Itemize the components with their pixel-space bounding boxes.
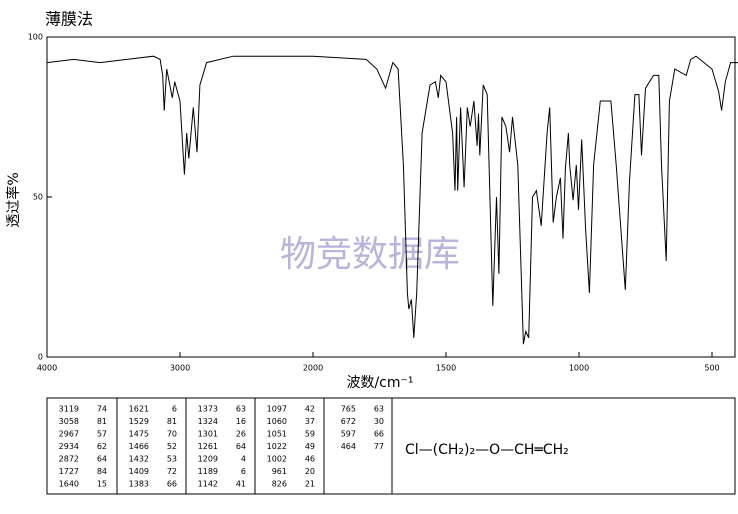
peak-wavenumber: 1383 — [129, 480, 149, 489]
peak-wavenumber: 1301 — [198, 430, 218, 439]
peak-transmittance: 74 — [97, 405, 107, 414]
peak-wavenumber: 1466 — [129, 442, 149, 451]
peak-transmittance: 72 — [167, 467, 177, 476]
peak-transmittance: 63 — [236, 405, 246, 414]
spectrum-line — [46, 55, 738, 345]
peak-transmittance: 37 — [305, 417, 315, 426]
peak-transmittance: 66 — [374, 430, 384, 439]
x-tick-label: 3000 — [170, 364, 190, 373]
peak-wavenumber: 2967 — [59, 430, 79, 439]
peak-wavenumber: 1209 — [198, 455, 218, 464]
peak-wavenumber: 1475 — [129, 430, 149, 439]
peak-wavenumber: 1621 — [129, 405, 149, 414]
peak-wavenumber: 2872 — [59, 455, 79, 464]
x-tick-label: 4000 — [37, 364, 57, 373]
structure: Cl—(CH₂)₂—O—CH═CH₂ — [405, 442, 569, 458]
peak-transmittance: 49 — [305, 442, 315, 451]
peak-wavenumber: 1409 — [129, 467, 149, 476]
peak-transmittance: 6 — [172, 405, 177, 414]
peak-wavenumber: 1189 — [198, 467, 218, 476]
peak-wavenumber: 672 — [341, 417, 356, 426]
table-frame — [46, 397, 736, 495]
peak-transmittance: 84 — [97, 467, 107, 476]
peak-wavenumber: 1142 — [198, 480, 218, 489]
peak-wavenumber: 1060 — [267, 417, 287, 426]
x-axis-label: 波数/cm⁻¹ — [346, 375, 413, 391]
peak-transmittance: 70 — [167, 430, 177, 439]
chart-title: 薄膜法 — [45, 10, 93, 29]
peak-wavenumber: 1051 — [267, 430, 287, 439]
peak-wavenumber: 1261 — [198, 442, 218, 451]
peak-transmittance: 53 — [167, 455, 177, 464]
x-tick-label: 1000 — [569, 364, 589, 373]
peak-transmittance: 62 — [97, 442, 107, 451]
y-tick-label: 100 — [28, 33, 43, 42]
peak-wavenumber: 826 — [272, 480, 287, 489]
peak-transmittance: 77 — [374, 442, 384, 451]
peak-transmittance: 42 — [305, 405, 315, 414]
peak-wavenumber: 1022 — [267, 442, 287, 451]
peak-transmittance: 63 — [374, 405, 384, 414]
x-tick-label: 1500 — [436, 364, 456, 373]
peak-transmittance: 41 — [236, 480, 246, 489]
peak-wavenumber: 1373 — [198, 405, 218, 414]
peak-transmittance: 20 — [305, 467, 315, 476]
peak-wavenumber: 1432 — [129, 455, 149, 464]
watermark: 物竞数据库 — [280, 234, 460, 275]
plot-frame — [46, 36, 736, 358]
peak-transmittance: 26 — [236, 430, 246, 439]
peak-wavenumber: 1640 — [59, 480, 79, 489]
peak-transmittance: 30 — [374, 417, 384, 426]
peak-transmittance: 57 — [97, 430, 107, 439]
peak-wavenumber: 961 — [272, 467, 287, 476]
peak-wavenumber: 1529 — [129, 417, 149, 426]
y-tick-label: 50 — [33, 193, 43, 202]
peak-transmittance: 66 — [167, 480, 177, 489]
peak-transmittance: 16 — [236, 417, 246, 426]
peak-transmittance: 81 — [97, 417, 107, 426]
peak-transmittance: 59 — [305, 430, 315, 439]
peak-wavenumber: 765 — [341, 405, 356, 414]
x-tick-label: 500 — [704, 364, 719, 373]
x-tick-label: 2000 — [303, 364, 323, 373]
peak-transmittance: 52 — [167, 442, 177, 451]
peak-transmittance: 15 — [97, 480, 107, 489]
peak-wavenumber: 1097 — [267, 405, 287, 414]
peak-wavenumber: 3058 — [59, 417, 79, 426]
peak-transmittance: 64 — [97, 455, 107, 464]
y-axis-label: 透过率% — [5, 172, 22, 227]
peak-transmittance: 81 — [167, 417, 177, 426]
peak-transmittance: 6 — [241, 467, 246, 476]
peak-wavenumber: 464 — [341, 442, 356, 451]
peak-transmittance: 4 — [241, 455, 246, 464]
peak-wavenumber: 3119 — [59, 405, 79, 414]
peak-transmittance: 64 — [236, 442, 246, 451]
peak-wavenumber: 1324 — [198, 417, 218, 426]
peak-wavenumber: 1727 — [59, 467, 79, 476]
peak-transmittance: 46 — [305, 455, 315, 464]
peak-wavenumber: 1002 — [267, 455, 287, 464]
peak-transmittance: 21 — [305, 480, 315, 489]
y-tick-label: 0 — [38, 353, 43, 362]
peak-wavenumber: 2934 — [59, 442, 79, 451]
peak-wavenumber: 597 — [341, 430, 356, 439]
